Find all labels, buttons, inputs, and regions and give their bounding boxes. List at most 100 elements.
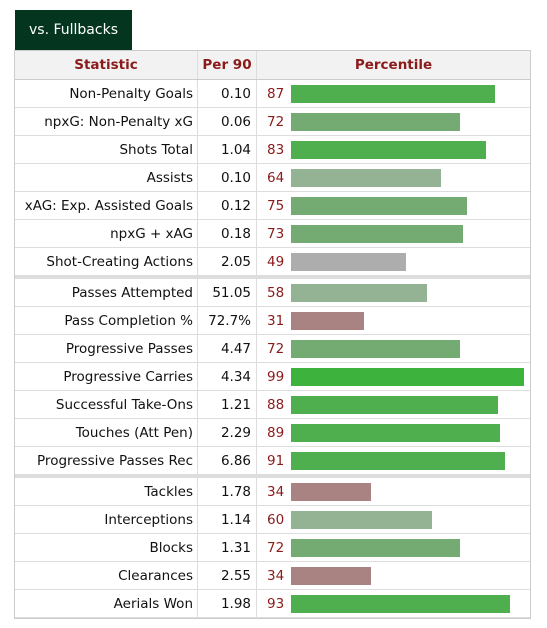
percentile-bar	[291, 225, 463, 243]
percentile-cell: 91	[257, 447, 530, 474]
per90-value: 0.10	[198, 164, 257, 191]
percentile-bar	[291, 567, 371, 585]
percentile-bar	[291, 197, 467, 215]
percentile-cell: 72	[257, 108, 530, 135]
percentile-value: 72	[267, 113, 285, 130]
table-header: Statistic Per 90 Percentile	[15, 51, 530, 80]
percentile-bar	[291, 85, 495, 103]
percentile-value: 31	[267, 312, 285, 329]
per90-value: 51.05	[198, 279, 257, 306]
per90-value: 1.04	[198, 136, 257, 163]
stat-name: Successful Take-Ons	[15, 391, 198, 418]
percentile-bar	[291, 312, 364, 330]
per90-value: 0.06	[198, 108, 257, 135]
stat-name: Interceptions	[15, 506, 198, 533]
table-row: Shots Total 1.04 83	[15, 136, 530, 164]
table-row: Non-Penalty Goals 0.10 87	[15, 80, 530, 108]
percentile-cell: 49	[257, 248, 530, 275]
stat-name: Assists	[15, 164, 198, 191]
percentile-value: 73	[267, 225, 285, 242]
stat-name: xAG: Exp. Assisted Goals	[15, 192, 198, 219]
table-row: Passes Attempted 51.05 58	[15, 279, 530, 307]
table-row: Progressive Carries 4.34 99	[15, 363, 530, 391]
per90-value: 0.12	[198, 192, 257, 219]
percentile-cell: 93	[257, 590, 530, 617]
percentile-value: 89	[267, 424, 285, 441]
header-percentile: Percentile	[354, 57, 433, 73]
per90-value: 2.55	[198, 562, 257, 589]
percentile-value: 87	[267, 85, 285, 102]
percentile-bar	[291, 452, 505, 470]
stat-name: Shots Total	[15, 136, 198, 163]
table-row: npxG: Non-Penalty xG 0.06 72	[15, 108, 530, 136]
percentile-bar	[291, 340, 460, 358]
percentile-value: 83	[267, 141, 285, 158]
table-row: Blocks 1.31 72	[15, 534, 530, 562]
stat-name: Tackles	[15, 478, 198, 505]
percentile-bar	[291, 284, 427, 302]
percentile-cell: 72	[257, 534, 530, 561]
per90-value: 6.86	[198, 447, 257, 474]
percentile-bar	[291, 141, 486, 159]
percentile-cell: 60	[257, 506, 530, 533]
per90-value: 1.21	[198, 391, 257, 418]
table-row: Successful Take-Ons 1.21 88	[15, 391, 530, 419]
percentile-cell: 34	[257, 562, 530, 589]
percentile-cell: 58	[257, 279, 530, 306]
stat-name: npxG: Non-Penalty xG	[15, 108, 198, 135]
header-statistic: Statistic	[15, 51, 198, 79]
percentile-bar	[291, 483, 371, 501]
per90-value: 72.7%	[198, 307, 257, 334]
per90-value: 0.10	[198, 80, 257, 107]
percentile-bar	[291, 424, 500, 442]
percentile-cell: 89	[257, 419, 530, 446]
percentile-value: 99	[267, 368, 285, 385]
stat-name: Blocks	[15, 534, 198, 561]
stat-name: Progressive Passes Rec	[15, 447, 198, 474]
table-row: Aerials Won 1.98 93	[15, 590, 530, 618]
percentile-bar	[291, 368, 524, 386]
percentile-cell: 34	[257, 478, 530, 505]
stat-name: Touches (Att Pen)	[15, 419, 198, 446]
stat-name: Aerials Won	[15, 590, 198, 617]
per90-value: 4.47	[198, 335, 257, 362]
percentile-cell: 87	[257, 80, 530, 107]
percentile-bar	[291, 113, 460, 131]
percentile-value: 34	[267, 567, 285, 584]
percentile-value: 64	[267, 169, 285, 186]
table-row: Assists 0.10 64	[15, 164, 530, 192]
percentile-cell: 83	[257, 136, 530, 163]
percentile-bar	[291, 539, 460, 557]
per90-value: 1.31	[198, 534, 257, 561]
table-row: Shot-Creating Actions 2.05 49	[15, 248, 530, 279]
percentile-cell: 99	[257, 363, 530, 390]
per90-value: 2.29	[198, 419, 257, 446]
percentile-bar	[291, 511, 432, 529]
table-row: Progressive Passes 4.47 72	[15, 335, 530, 363]
tab-vs-fullbacks[interactable]: vs. Fullbacks	[15, 10, 132, 50]
per90-value: 1.98	[198, 590, 257, 617]
stat-name: Progressive Carries	[15, 363, 198, 390]
stat-name: Progressive Passes	[15, 335, 198, 362]
table-row: Pass Completion % 72.7% 31	[15, 307, 530, 335]
percentile-cell: 72	[257, 335, 530, 362]
per90-value: 1.14	[198, 506, 257, 533]
per90-value: 4.34	[198, 363, 257, 390]
stat-name: Non-Penalty Goals	[15, 80, 198, 107]
percentile-value: 93	[267, 595, 285, 612]
table-row: npxG + xAG 0.18 73	[15, 220, 530, 248]
percentile-value: 91	[267, 452, 285, 469]
percentile-value: 58	[267, 284, 285, 301]
percentile-value: 60	[267, 511, 285, 528]
stat-name: Clearances	[15, 562, 198, 589]
table-row: Clearances 2.55 34	[15, 562, 530, 590]
percentile-bar	[291, 169, 441, 187]
percentile-value: 72	[267, 340, 285, 357]
table-row: xAG: Exp. Assisted Goals 0.12 75	[15, 192, 530, 220]
percentile-value: 34	[267, 483, 285, 500]
percentile-cell: 31	[257, 307, 530, 334]
stat-name: Pass Completion %	[15, 307, 198, 334]
percentile-value: 88	[267, 396, 285, 413]
percentile-cell: 73	[257, 220, 530, 247]
percentile-cell: 64	[257, 164, 530, 191]
